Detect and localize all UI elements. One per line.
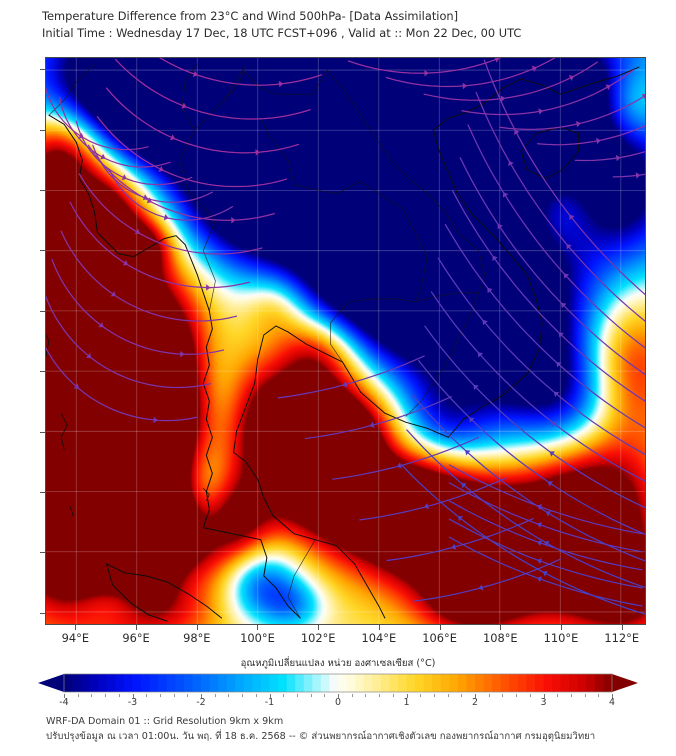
x-tick: [621, 625, 623, 630]
map-plot-area[interactable]: [45, 57, 646, 625]
colorbar-tick: [406, 694, 408, 698]
colorbar-tick: [557, 694, 559, 697]
x-tick-label: 96°E: [122, 631, 150, 645]
x-tick-label: 112°E: [604, 631, 640, 645]
colorbar-tick-label: 4: [608, 697, 616, 708]
x-tick-label: 104°E: [361, 631, 397, 645]
colorbar-tick: [488, 694, 490, 697]
colorbar-tick: [502, 694, 504, 697]
colorbar-tick: [324, 694, 326, 697]
map-gridlines: [46, 58, 645, 624]
colorbar-tick: [598, 694, 600, 697]
colorbar-tick: [461, 694, 463, 697]
x-tick-label: 100°E: [240, 631, 275, 645]
x-tick: [318, 625, 320, 630]
colorbar-tick: [132, 694, 134, 698]
x-tick: [136, 625, 138, 630]
colorbar-tick: [187, 694, 189, 697]
x-tick: [378, 625, 380, 630]
colorbar-tick: [118, 694, 120, 697]
x-tick-label: 106°E: [422, 631, 457, 645]
colorbar-tick: [379, 694, 381, 697]
x-tick: [257, 625, 259, 630]
colorbar-tick: [310, 694, 312, 697]
colorbar-tick-label: -1: [264, 697, 275, 708]
colorbar-tick-label: -4: [59, 697, 69, 708]
colorbar-tick: [516, 694, 518, 697]
colorbar-tick: [433, 694, 435, 697]
colorbar-tick-label: 0: [334, 697, 342, 708]
colorbar-tick: [105, 694, 107, 697]
wind-streamline-overlay: [46, 58, 645, 615]
colorbar-tick: [255, 694, 257, 697]
footer-block: WRF-DA Domain 01 :: Grid Resolution 9km …: [46, 714, 666, 744]
colorbar-tick: [420, 694, 422, 697]
colorbar-tick: [392, 694, 394, 697]
colorbar-tick: [146, 694, 148, 697]
colorbar-tick: [201, 694, 202, 698]
colorbar-tick: [64, 694, 65, 698]
colorbar-tick: [570, 694, 572, 697]
colorbar-tick: [214, 694, 216, 697]
colorbar-tick-label: 3: [540, 697, 547, 708]
colorbar-tick: [91, 694, 93, 697]
colorbar: อุณหภูมิเปลี่ยนแปลง หน่วย องศาเซลเซียส (…: [38, 658, 638, 708]
x-tick-label: 108°E: [482, 631, 518, 645]
title-line-1: Temperature Difference from 23°C and Win…: [42, 9, 459, 23]
colorbar-tick: [242, 694, 244, 697]
colorbar-title: อุณหภูมิเปลี่ยนแปลง หน่วย องศาเซลเซียส (…: [240, 658, 436, 669]
x-tick-label: 110°E: [543, 631, 579, 645]
x-tick-label: 98°E: [183, 631, 211, 645]
colorbar-tick: [159, 694, 161, 697]
colorbar-tick: [283, 694, 285, 697]
x-tick: [500, 625, 502, 630]
x-tick-label: 102°E: [300, 631, 336, 645]
colorbar-tick: [365, 694, 367, 697]
colorbar-tick: [351, 694, 353, 697]
chart-title-block: Temperature Difference from 23°C and Win…: [42, 8, 642, 42]
colorbar-tick: [338, 694, 339, 698]
colorbar-tick-label: -2: [196, 697, 206, 708]
colorbar-tick: [296, 694, 298, 697]
footer-line-2: ปรับปรุงข้อมูล ณ เวลา 01:00น. วัน พฤ. ที…: [46, 731, 596, 742]
colorbar-tick: [228, 694, 230, 697]
title-line-2: Initial Time : Wednesday 17 Dec, 18 UTC …: [42, 26, 522, 40]
colorbar-tick-label: 1: [403, 697, 410, 708]
colorbar-tick-label: 2: [471, 697, 479, 708]
colorbar-gradient: [38, 673, 638, 693]
colorbar-tick: [612, 694, 613, 698]
colorbar-tick: [173, 694, 175, 697]
x-tick: [196, 625, 198, 630]
x-tick: [561, 625, 562, 630]
footer-line-1: WRF-DA Domain 01 :: Grid Resolution 9km …: [46, 716, 284, 727]
coastline-overlay: [46, 63, 640, 622]
temperature-difference-field: [46, 58, 645, 624]
colorbar-tick: [543, 694, 545, 698]
colorbar-tick: [529, 694, 531, 697]
colorbar-tick: [447, 694, 449, 697]
colorbar-tick: [77, 694, 79, 697]
x-tick: [439, 625, 441, 630]
colorbar-tick: [584, 694, 586, 697]
x-tick-label: 94°E: [61, 631, 90, 645]
colorbar-tick: [269, 694, 271, 698]
colorbar-tick: [475, 694, 476, 698]
colorbar-tick-label: -3: [127, 697, 138, 708]
x-tick: [75, 625, 77, 630]
